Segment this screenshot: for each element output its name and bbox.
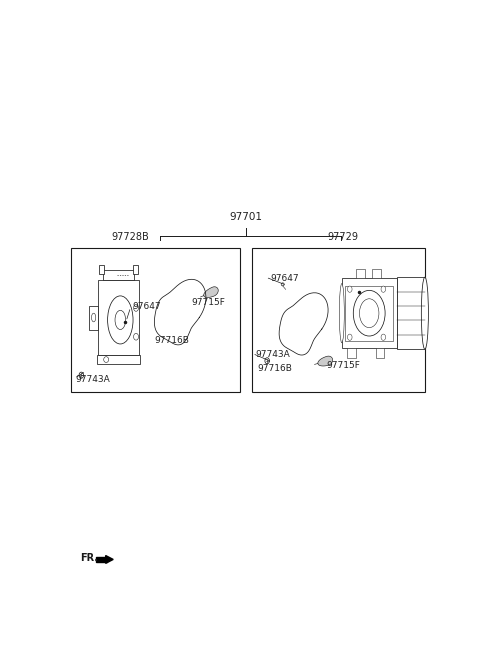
Polygon shape [106, 556, 113, 563]
Text: 97701: 97701 [229, 212, 263, 221]
Bar [356, 269, 365, 279]
Ellipse shape [133, 305, 139, 311]
Bar [396, 277, 425, 350]
Bar [99, 265, 105, 273]
Ellipse shape [381, 286, 385, 292]
Text: 97716B: 97716B [155, 336, 190, 345]
Bar [103, 270, 134, 281]
Text: 97715F: 97715F [192, 298, 225, 307]
Text: 97716B: 97716B [258, 364, 292, 373]
Ellipse shape [339, 284, 344, 343]
Ellipse shape [92, 313, 96, 322]
Bar [71, 248, 240, 392]
Text: FR.: FR. [81, 553, 98, 564]
Text: 97647: 97647 [270, 274, 299, 283]
Polygon shape [96, 557, 108, 562]
Ellipse shape [348, 334, 352, 340]
Bar [375, 348, 384, 357]
Bar [132, 265, 138, 273]
Bar [252, 248, 424, 392]
Text: 97715F: 97715F [326, 361, 360, 370]
Bar [348, 348, 356, 357]
Ellipse shape [79, 372, 84, 378]
Ellipse shape [281, 283, 284, 286]
Ellipse shape [353, 290, 385, 336]
Bar [345, 286, 393, 341]
Ellipse shape [104, 357, 108, 363]
Text: 97728B: 97728B [112, 232, 150, 242]
Ellipse shape [360, 299, 379, 328]
Ellipse shape [133, 333, 139, 340]
Ellipse shape [421, 277, 429, 350]
Polygon shape [204, 286, 218, 298]
Ellipse shape [115, 310, 126, 330]
Bar [89, 306, 98, 330]
Bar [97, 355, 140, 365]
Polygon shape [318, 356, 333, 366]
Ellipse shape [381, 334, 385, 340]
Text: 97743A: 97743A [256, 350, 290, 359]
Bar [342, 279, 396, 348]
Ellipse shape [348, 286, 352, 292]
Bar [98, 281, 139, 355]
Text: 97729: 97729 [327, 232, 358, 242]
Text: 97647: 97647 [132, 302, 161, 311]
Ellipse shape [108, 296, 133, 344]
Ellipse shape [265, 358, 269, 364]
Text: 97743A: 97743A [75, 375, 109, 384]
Bar [372, 269, 381, 279]
